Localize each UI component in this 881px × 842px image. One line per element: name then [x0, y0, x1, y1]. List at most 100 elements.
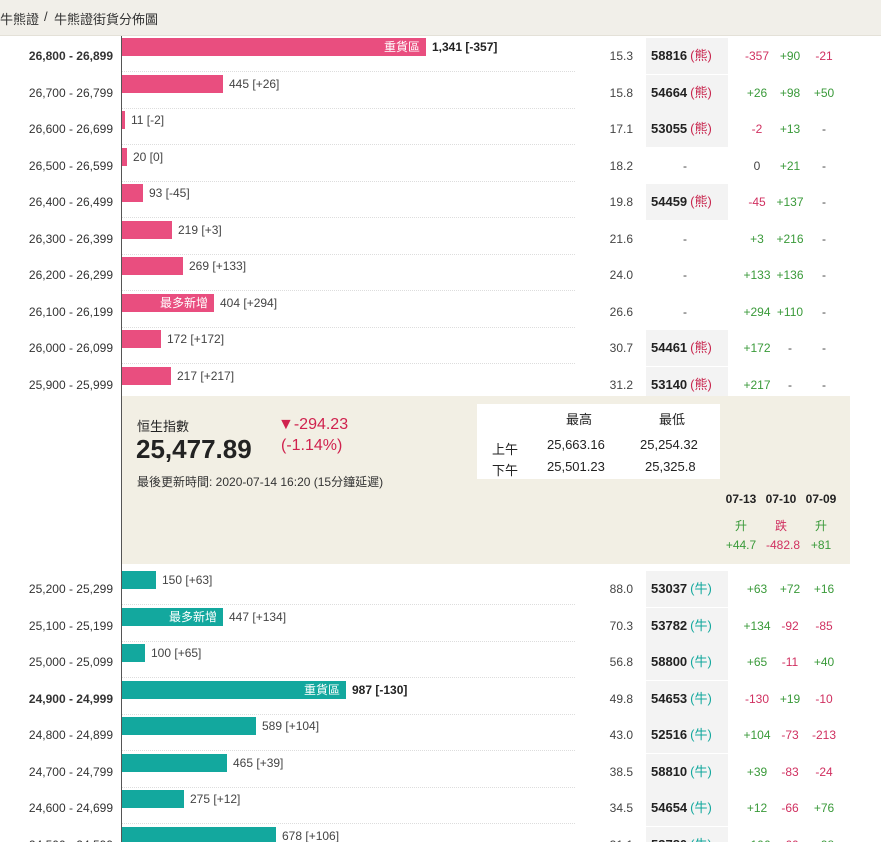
bull-row: 24,900 - 24,999 重貨區 987 [-130] 49.8 54653 (牛)…: [0, 681, 881, 717]
distance-pct: 15.8: [609, 86, 633, 100]
cbbc-code[interactable]: 58810: [651, 764, 688, 779]
row-divider: [122, 604, 575, 605]
volume-bar: [122, 754, 227, 772]
price-range: 25,900 - 25,999: [28, 378, 113, 392]
cbbc-code-link[interactable]: 54459 (熊): [651, 184, 712, 220]
day2-change: -60: [771, 827, 809, 842]
row-divider: [122, 714, 575, 715]
code-cell: [646, 184, 728, 220]
day2-change: +136: [776, 268, 804, 282]
bear-row: 26,000 - 26,099 172 [+172] 30.7 54461 (熊) +17…: [0, 330, 881, 366]
hl-am-low: 25,254.32: [640, 437, 698, 452]
day2-change: +19: [779, 692, 801, 706]
volume-bar: 重貨區: [122, 681, 346, 699]
cbbc-code-link[interactable]: 54653 (牛): [651, 681, 712, 717]
cbbc-code-link[interactable]: 53037 (牛): [651, 571, 712, 607]
day2-change: +21: [779, 159, 801, 173]
volume-bar: [122, 790, 184, 808]
cbbc-type: (牛): [690, 581, 712, 596]
outstanding-qty: 93 [-45]: [149, 186, 190, 200]
cbbc-code[interactable]: 52516: [651, 727, 688, 742]
code-cell: [646, 754, 728, 790]
index-change-pct: (-1.14%): [281, 437, 343, 454]
cbbc-code-link[interactable]: 53780(牛): [651, 827, 712, 842]
cbbc-code-link[interactable]: 58816 (熊): [651, 38, 712, 74]
price-range: 26,800 - 26,899: [28, 49, 113, 63]
day3-change: -: [822, 232, 826, 246]
day3-change: -10: [815, 692, 833, 706]
day3-change: -21: [815, 49, 833, 63]
bull-row: 25,000 - 25,099 100 [+65] 56.8 58800 (牛) +65-…: [0, 644, 881, 680]
cbbc-code[interactable]: 54664: [651, 85, 688, 100]
price-range: 25,200 - 25,299: [28, 582, 113, 596]
distance-pct: 56.8: [609, 655, 633, 669]
code-cell: [646, 75, 728, 111]
bull-row: 24,500 - 24,599 678 [+106] 31.1 53780(牛) +10…: [0, 827, 881, 842]
cbbc-code[interactable]: 53055: [651, 121, 688, 136]
bear-row: 26,300 - 26,399 219 [+3] 21.6 - +3 +216 -: [0, 221, 881, 257]
cbbc-code[interactable]: 53782: [651, 618, 688, 633]
day2-change: +110: [776, 305, 804, 319]
cbbc-code[interactable]: 58800: [651, 654, 688, 669]
cbbc-code[interactable]: 54653: [651, 691, 688, 706]
day-direction: 跌: [774, 519, 787, 533]
volume-bar: [122, 75, 223, 93]
row-divider: [122, 254, 575, 255]
day1-change: +104: [743, 728, 771, 742]
day1-change: +294: [743, 305, 771, 319]
code-cell: [646, 827, 728, 842]
cbbc-code[interactable]: 54459: [651, 194, 688, 209]
cbbc-code-link[interactable]: 54461 (熊): [651, 330, 712, 366]
cbbc-code-link[interactable]: 53140 (熊): [651, 367, 712, 403]
price-range: 24,800 - 24,899: [28, 728, 113, 742]
cbbc-code[interactable]: 54654: [651, 800, 688, 815]
day-date: 07-13: [725, 492, 757, 506]
cbbc-type: (牛): [690, 618, 712, 633]
day1-change: +134: [743, 619, 771, 633]
no-code: -: [683, 268, 687, 282]
day3-change: +16: [813, 582, 835, 596]
code-cell: [646, 38, 728, 74]
cbbc-code-link[interactable]: 54654 (牛): [651, 790, 712, 826]
bar-tag: 最多新增: [159, 296, 208, 310]
cbbc-code[interactable]: 53780: [651, 837, 687, 842]
cbbc-code[interactable]: 53037: [651, 581, 688, 596]
day1-change: +133: [743, 268, 771, 282]
row-divider: [122, 181, 575, 182]
price-range: 24,700 - 24,799: [28, 765, 113, 779]
cbbc-code-link[interactable]: 52516 (牛): [651, 717, 712, 753]
day1-change: +3: [750, 232, 764, 246]
day1-change: +106: [738, 827, 776, 842]
day1-change: +217: [743, 378, 771, 392]
cbbc-code-link[interactable]: 54664 (熊): [651, 75, 712, 111]
day-date: 07-10: [765, 492, 797, 506]
day-direction: 升: [814, 519, 827, 533]
breadcrumb-separator: /: [44, 9, 48, 24]
cbbc-code-link[interactable]: 53055 (熊): [651, 111, 712, 147]
row-divider: [122, 217, 575, 218]
breadcrumb-link-cbbc[interactable]: 牛熊證: [0, 12, 40, 27]
outstanding-qty: 269 [+133]: [189, 259, 247, 273]
cbbc-type: (熊): [690, 85, 712, 100]
day-change: -482.8: [765, 538, 801, 552]
cbbc-code[interactable]: 53140: [651, 377, 688, 392]
distance-pct: 88.0: [609, 582, 633, 596]
volume-bar: [122, 644, 145, 662]
bull-row: 25,100 - 25,199 最多新增 447 [+134] 70.3 53782 (牛…: [0, 608, 881, 644]
cbbc-code[interactable]: 58816: [651, 48, 688, 63]
cbbc-type: (熊): [690, 340, 712, 355]
cbbc-code-link[interactable]: 53782 (牛): [651, 608, 712, 644]
cbbc-code-link[interactable]: 58800 (牛): [651, 644, 712, 680]
distance-pct: 34.5: [609, 801, 633, 815]
volume-bar: [122, 827, 276, 842]
row-divider: [122, 71, 575, 72]
code-cell: [646, 571, 728, 607]
row-divider: [122, 677, 575, 678]
distance-pct: 49.8: [609, 692, 633, 706]
cbbc-code-link[interactable]: 58810 (牛): [651, 754, 712, 790]
no-code: -: [683, 232, 687, 246]
bar-tag: 重貨區: [303, 683, 340, 697]
row-divider: [122, 144, 575, 145]
cbbc-code[interactable]: 54461: [651, 340, 688, 355]
day1-change: -130: [744, 692, 770, 706]
